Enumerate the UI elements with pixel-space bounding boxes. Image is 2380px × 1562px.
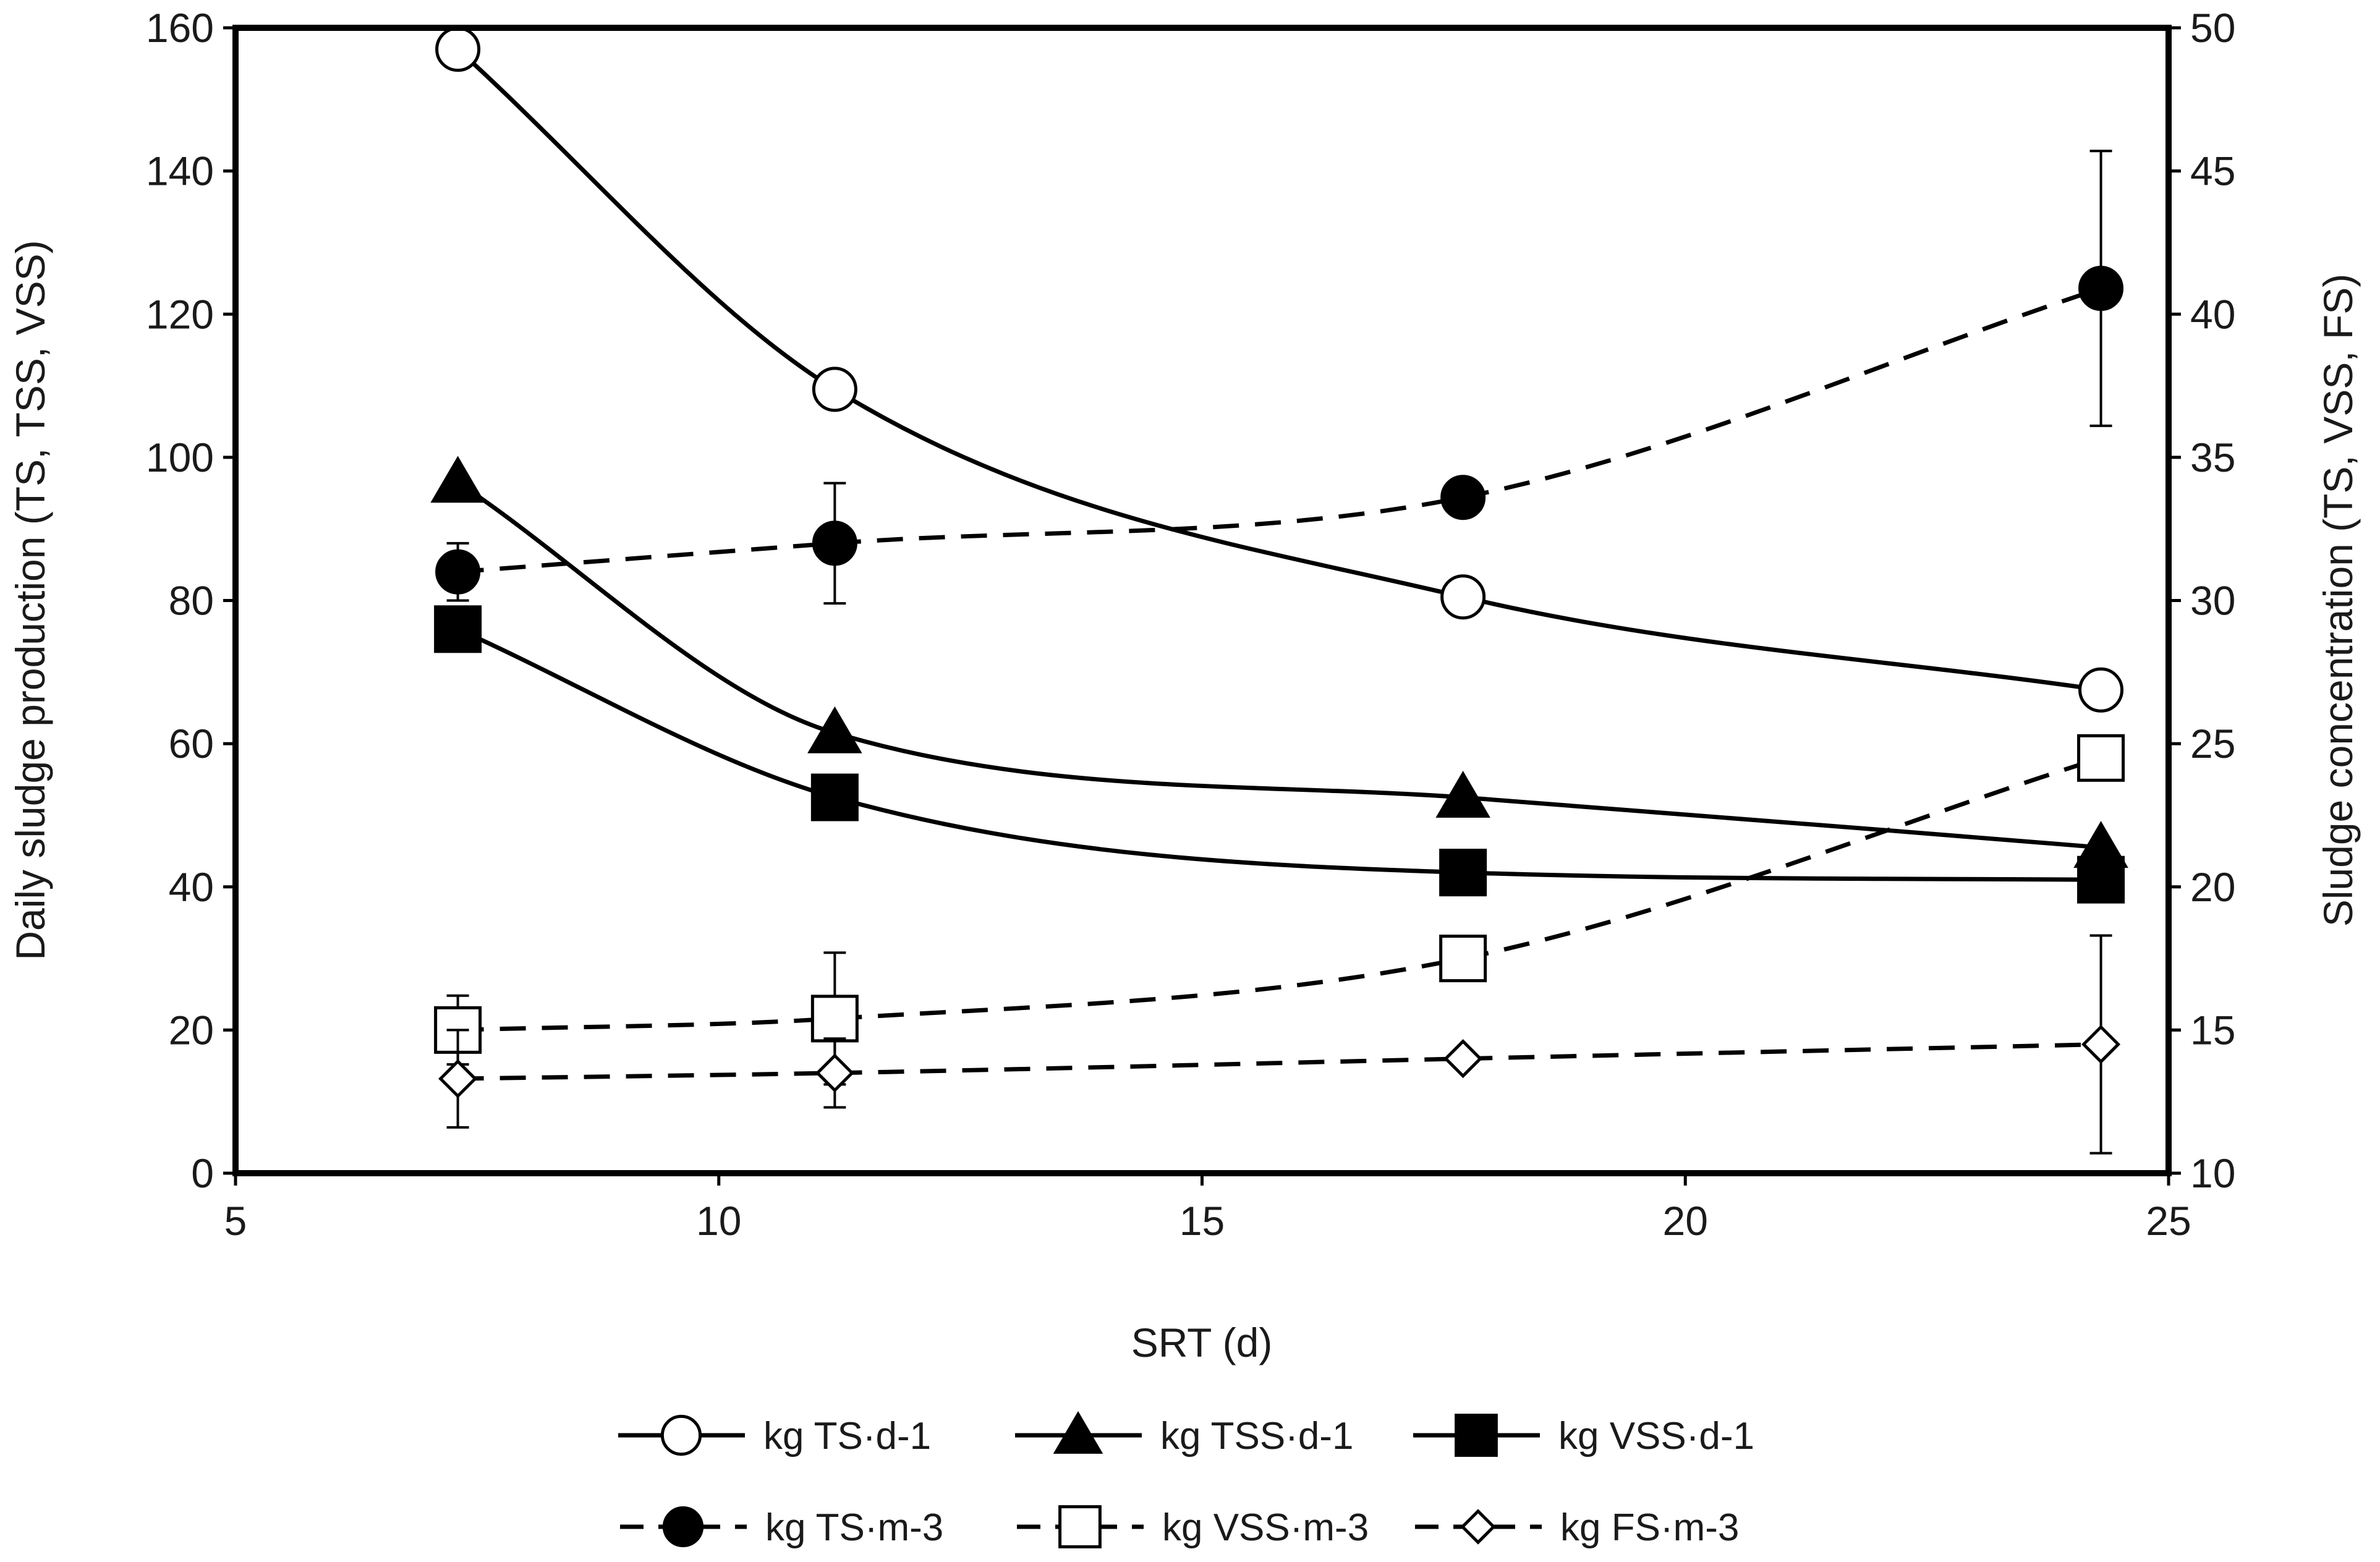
legend-marker-kg-ts-m-3 xyxy=(662,1506,704,1548)
x-tick-label: 20 xyxy=(1663,1198,1708,1244)
series-line-kg-ts-m-3 xyxy=(457,286,2102,574)
data-point-kg-vss-d-1 xyxy=(434,605,482,653)
data-point-kg-ts-d-1 xyxy=(435,27,481,72)
legend: kg TS·d-1 kg TSS·d-1 kg VSS·d-1 kg TS·m-3 kg… xyxy=(618,1411,1754,1549)
data-point-kg-tss-d-1 xyxy=(807,706,862,753)
data-point-kg-ts-m-3 xyxy=(2078,266,2124,312)
y-left-tick-label: 0 xyxy=(191,1150,214,1196)
y-right-tick-label: 45 xyxy=(2190,148,2235,194)
data-point-kg-vss-d-1 xyxy=(1439,849,1487,897)
legend-label-kg-fs-m-3: kg FS·m-3 xyxy=(1560,1506,1739,1549)
y-left-tick-label: 40 xyxy=(169,864,214,910)
data-point-kg-vss-d-1 xyxy=(810,773,859,821)
data-point-kg-tss-d-1 xyxy=(430,456,485,503)
legend-marker-kg-tss-d-1 xyxy=(1053,1411,1103,1454)
y-right-tick-label: 25 xyxy=(2190,721,2235,766)
data-point-kg-ts-m-3 xyxy=(1440,475,1486,520)
data-point-kg-vss-d-1 xyxy=(2077,855,2125,904)
y-right-tick-label: 10 xyxy=(2190,1150,2235,1196)
data-point-kg-ts-m-3 xyxy=(812,520,857,566)
x-axis-title: SRT (d) xyxy=(1131,1320,1273,1365)
data-point-kg-ts-d-1 xyxy=(1440,574,1486,620)
data-point-kg-vss-m-3 xyxy=(2077,734,2125,782)
y-right-tick-label: 50 xyxy=(2190,5,2235,51)
y-right-tick-label: 30 xyxy=(2190,578,2235,624)
legend-label-kg-ts-d-1: kg TS·d-1 xyxy=(763,1415,931,1458)
data-point-kg-vss-m-3 xyxy=(810,995,859,1043)
x-tick-label: 5 xyxy=(224,1198,247,1244)
legend-marker-kg-fs-m-3 xyxy=(1460,1509,1496,1545)
y-left-tick-label: 60 xyxy=(169,721,214,766)
y-axis-title-left: Daily sludge production (TS, TSS, VSS) xyxy=(7,240,53,960)
x-tick-label: 15 xyxy=(1179,1198,1225,1244)
y-left-tick-label: 80 xyxy=(169,578,214,624)
y-right-tick-label: 40 xyxy=(2190,291,2235,337)
plot-marks xyxy=(430,27,2128,1155)
data-point-kg-vss-m-3 xyxy=(1439,935,1487,983)
legend-label-kg-vss-d-1: kg VSS·d-1 xyxy=(1558,1415,1754,1458)
axis-ticks: 5 10 15 20 25 0 20 40 60 80 100 120 140 160 10 15 20 25 30… xyxy=(146,5,2236,1244)
y-right-tick-label: 35 xyxy=(2190,435,2235,480)
series-line-kg-ts-d-1 xyxy=(456,48,2102,692)
data-point-kg-fs-m-3 xyxy=(815,1053,854,1093)
y-left-tick-label: 100 xyxy=(146,435,214,480)
legend-marker-kg-vss-d-1 xyxy=(1455,1414,1498,1457)
data-point-kg-ts-d-1 xyxy=(2078,667,2124,713)
legend-label-kg-tss-d-1: kg TSS·d-1 xyxy=(1160,1415,1353,1458)
plot-frame xyxy=(232,25,2172,1176)
x-tick-label: 25 xyxy=(2146,1198,2191,1244)
data-point-kg-ts-m-3 xyxy=(435,549,481,595)
legend-label-kg-ts-m-3: kg TS·m-3 xyxy=(765,1506,943,1549)
legend-label-kg-vss-m-3: kg VSS·m-3 xyxy=(1162,1506,1369,1549)
data-point-kg-fs-m-3 xyxy=(2081,1025,2121,1064)
series-line-kg-vss-m-3 xyxy=(457,755,2102,1032)
data-point-kg-tss-d-1 xyxy=(1435,771,1490,818)
y-right-tick-label: 20 xyxy=(2190,864,2235,910)
data-point-kg-fs-m-3 xyxy=(1443,1039,1483,1079)
y-axis-title-right: Sludge concentration (TS, VSS, FS) xyxy=(2315,274,2361,927)
y-left-tick-label: 20 xyxy=(169,1007,214,1053)
series-line-kg-vss-d-1 xyxy=(457,627,2101,882)
series-line-kg-tss-d-1 xyxy=(456,480,2101,850)
y-left-tick-label: 160 xyxy=(146,5,214,51)
series-line-kg-fs-m-3 xyxy=(457,1042,2101,1081)
y-right-tick-label: 15 xyxy=(2190,1007,2235,1053)
data-point-kg-fs-m-3 xyxy=(438,1059,478,1098)
data-point-kg-ts-d-1 xyxy=(812,367,857,412)
legend-marker-kg-vss-m-3 xyxy=(1058,1505,1102,1548)
y-left-tick-label: 120 xyxy=(146,291,214,337)
legend-marker-kg-ts-d-1 xyxy=(660,1414,702,1456)
y-left-tick-label: 140 xyxy=(146,148,214,194)
x-tick-label: 10 xyxy=(696,1198,741,1244)
